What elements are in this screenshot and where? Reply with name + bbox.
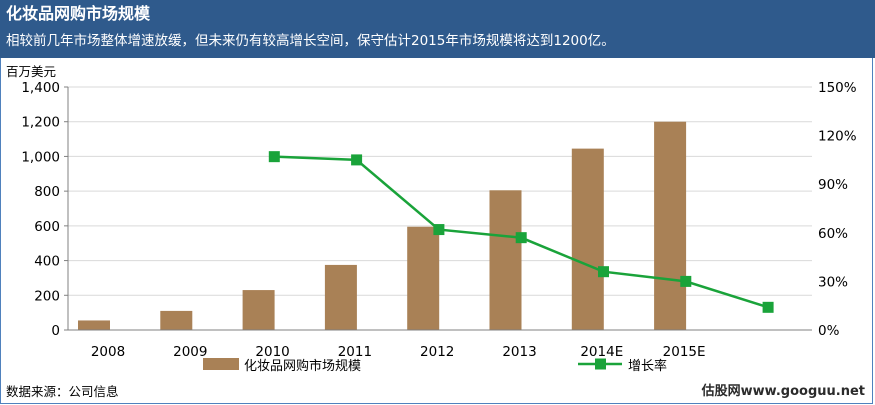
x-tick-label: 2010 [255, 344, 289, 360]
y2-tick-label: 30% [818, 274, 848, 290]
growth-marker [762, 301, 774, 313]
y-tick-label: 400 [34, 254, 60, 270]
x-tick-label: 2011 [338, 344, 372, 360]
bar [324, 264, 357, 330]
site-watermark: 估股网www.googuu.net [701, 384, 865, 399]
y2-tick-label: 0% [818, 323, 840, 339]
x-tick-label: 2013 [502, 344, 536, 360]
chart-title: 化妆品网购市场规模 [6, 4, 151, 23]
chart-frame [0, 58, 873, 404]
y-tick-label: 1,000 [21, 149, 60, 165]
growth-marker [433, 224, 445, 236]
title-banner: 化妆品网购市场规模 相较前几年市场整体增速放缓，但未来仍有较高增长空间，保守估计… [0, 0, 875, 58]
x-tick-label: 2015E [663, 344, 706, 360]
y-tick-label: 1,400 [21, 80, 60, 96]
bar [160, 310, 193, 330]
y-tick-label: 800 [34, 184, 60, 200]
growth-marker [351, 154, 363, 166]
y2-tick-label: 120% [818, 129, 857, 145]
bar [489, 190, 522, 330]
legend-bar-swatch [203, 358, 239, 370]
growth-marker [598, 266, 609, 278]
y-tick-label: 0 [51, 323, 60, 339]
y-tick-label: 600 [34, 219, 60, 235]
legend-line-marker [595, 358, 606, 370]
y2-tick-label: 90% [818, 177, 848, 193]
growth-marker [680, 275, 692, 287]
x-tick-label: 2012 [420, 344, 454, 360]
legend-line-label: 增长率 [628, 358, 667, 374]
bar [242, 290, 275, 330]
legend-bar-label: 化妆品网购市场规模 [244, 358, 361, 374]
growth-marker [515, 232, 527, 244]
chart-subtitle: 相较前几年市场整体增速放缓，但未来仍有较高增长空间，保守估计2015年市场规模将… [6, 33, 615, 49]
y2-tick-label: 60% [818, 226, 848, 242]
y-tick-label: 1,200 [21, 115, 60, 131]
bar [78, 320, 110, 330]
y-tick-label: 200 [34, 288, 60, 304]
bar [571, 148, 604, 330]
growth-marker [268, 151, 280, 163]
x-tick-label: 2009 [173, 344, 207, 360]
x-tick-label: 2014E [580, 344, 623, 360]
data-source: 数据来源：公司信息 [6, 384, 119, 399]
y-axis-unit-label: 百万美元 [6, 64, 57, 79]
y2-tick-label: 150% [818, 80, 857, 96]
bar [654, 121, 687, 330]
bar [407, 226, 440, 330]
x-tick-label: 2008 [91, 344, 125, 360]
